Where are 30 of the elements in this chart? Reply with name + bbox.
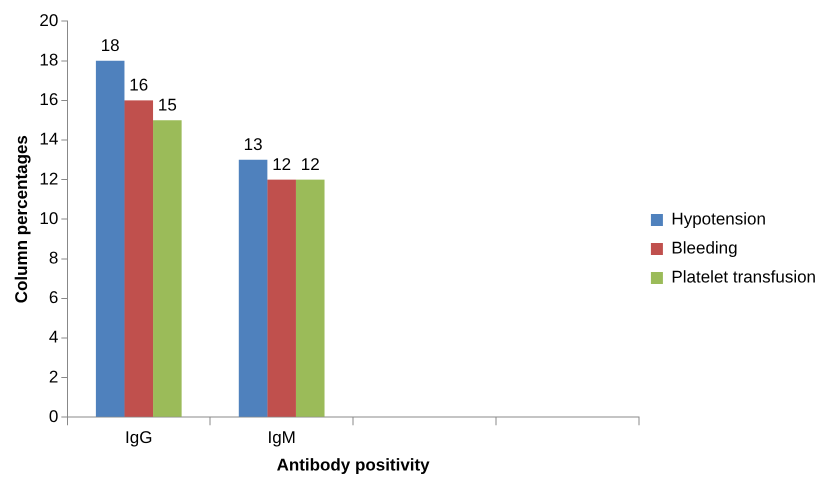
legend-label: Platelet transfusion [671,268,816,287]
y-tick-label: 4 [48,328,58,347]
y-axis-title: Column percentages [12,135,31,304]
y-tick-label: 14 [39,130,58,149]
y-tick-label: 20 [39,10,58,30]
bar [153,120,182,417]
y-tick-label: 0 [48,406,58,426]
x-tick-label: IgG [125,428,152,448]
data-label: 12 [272,154,292,174]
y-tick-label: 8 [48,248,58,268]
y-tick-label: 16 [39,90,58,110]
legend-label: Bleeding [671,238,738,258]
y-tick-label: 12 [39,169,58,188]
y-tick-label: 18 [39,50,58,70]
y-tick-label: 2 [48,367,58,386]
y-tick-label: 6 [48,288,58,308]
y-tick-label: 10 [39,208,58,228]
bar [124,100,154,417]
x-tick-label: IgM [267,428,296,448]
bar [238,160,268,417]
bar [296,180,325,417]
legend-label: Hypotension [671,210,766,229]
data-label: 16 [129,76,148,95]
bar [96,60,124,417]
data-label: 12 [300,154,320,174]
bar [267,180,296,417]
data-label: 15 [158,95,177,114]
data-label: 13 [244,134,263,154]
x-axis-title: Antibody positivity [276,455,430,474]
data-label: 18 [100,36,120,55]
